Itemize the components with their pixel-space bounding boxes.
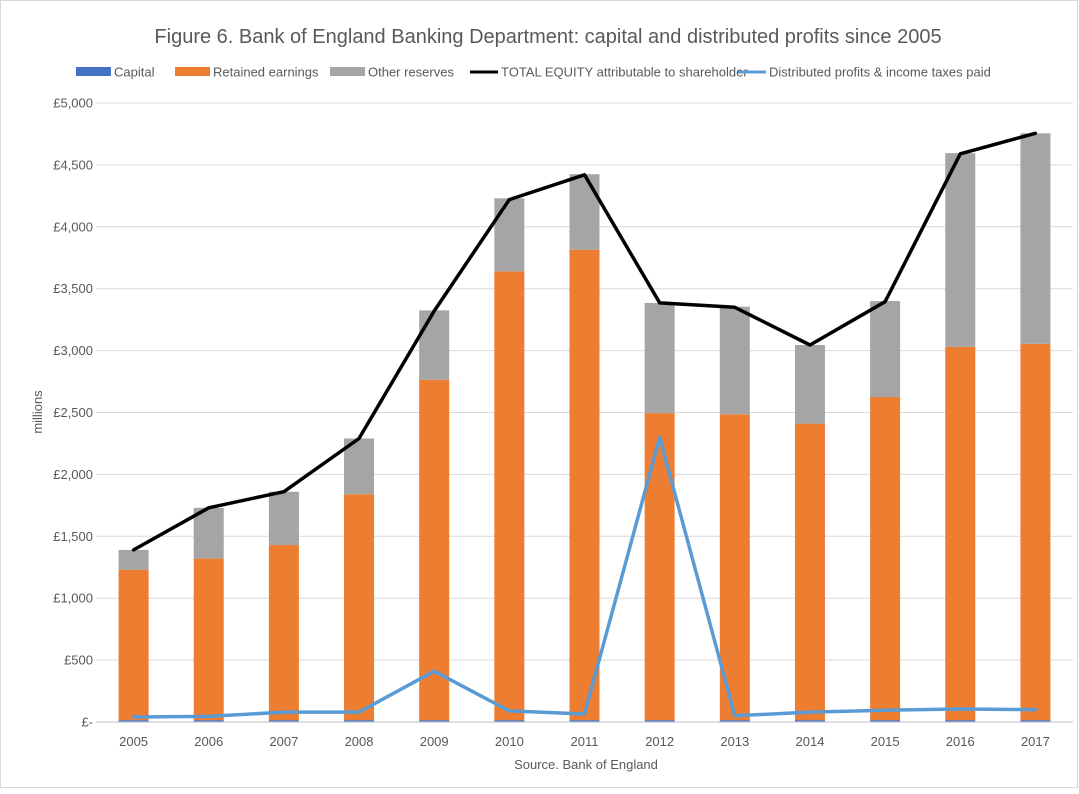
x-tick-label: 2009 xyxy=(420,734,449,749)
bar-capital xyxy=(870,720,901,722)
y-tick-label: £1,000 xyxy=(53,591,93,606)
bar-capital xyxy=(569,720,600,722)
lines xyxy=(131,131,1038,719)
chart-title: Figure 6. Bank of England Banking Depart… xyxy=(154,26,941,48)
bar-capital xyxy=(794,720,825,722)
bar-other-reserves xyxy=(794,345,825,424)
x-tick-label: 2017 xyxy=(1021,734,1050,749)
bar-capital xyxy=(118,720,149,722)
bar-other-reserves xyxy=(193,507,224,559)
bar-retained-earnings xyxy=(945,346,976,721)
bar-other-reserves xyxy=(945,153,976,347)
y-tick-label: £2,000 xyxy=(53,467,93,482)
bar-other-reserves xyxy=(419,310,450,380)
legend-label: Distributed profits & income taxes paid xyxy=(769,65,991,80)
legend: Capital Retained earnings Other reserves TO… xyxy=(76,65,991,80)
bar-retained-earnings xyxy=(118,569,149,721)
bar-retained-earnings xyxy=(569,249,600,721)
bar-other-reserves xyxy=(644,302,675,414)
legend-label: Capital xyxy=(114,65,155,80)
bar-retained-earnings xyxy=(719,414,750,721)
legend-label: TOTAL EQUITY attributable to shareholder xyxy=(501,65,748,80)
y-tick-label: £2,500 xyxy=(53,405,93,420)
x-tick-label: 2005 xyxy=(119,734,148,749)
legend-swatch xyxy=(175,67,210,76)
bar-other-reserves xyxy=(569,174,600,250)
bar-capital xyxy=(1020,720,1051,722)
bar-capital xyxy=(193,720,224,722)
bar-capital xyxy=(268,720,299,722)
legend-swatch xyxy=(76,67,111,76)
y-axis-label: millions xyxy=(30,390,45,434)
bar-retained-earnings xyxy=(193,558,224,721)
x-tick-label: 2006 xyxy=(194,734,223,749)
bar-capital xyxy=(719,720,750,722)
x-tick-label: 2014 xyxy=(796,734,825,749)
legend-swatch xyxy=(330,67,365,76)
x-tick-label: 2007 xyxy=(269,734,298,749)
bar-capital xyxy=(644,720,675,722)
bar-other-reserves xyxy=(719,306,750,415)
x-tick-label: 2011 xyxy=(571,734,599,749)
y-tick-label: £- xyxy=(81,715,93,730)
bar-other-reserves xyxy=(1020,133,1051,344)
y-tick-label: £3,000 xyxy=(53,343,93,358)
line-total-equity-attributable-to-shareholder xyxy=(131,131,1038,552)
bar-retained-earnings xyxy=(1020,343,1051,721)
bar-other-reserves xyxy=(494,198,525,272)
bar-other-reserves xyxy=(118,549,149,570)
x-tick-label: 2016 xyxy=(946,734,975,749)
bar-capital xyxy=(494,720,525,722)
y-tick-label: £4,500 xyxy=(53,157,93,172)
bar-retained-earnings xyxy=(268,544,299,721)
bar-capital xyxy=(419,720,450,722)
bar-capital xyxy=(945,720,976,722)
bar-other-reserves xyxy=(268,491,299,545)
bar-retained-earnings xyxy=(494,271,525,721)
x-tick-label: 2010 xyxy=(495,734,524,749)
bar-retained-earnings xyxy=(870,397,901,721)
bar-retained-earnings xyxy=(344,494,375,721)
legend-label: Retained earnings xyxy=(213,65,319,80)
x-tick-label: 2008 xyxy=(345,734,374,749)
x-tick-label: 2013 xyxy=(720,734,749,749)
y-tick-label: £1,500 xyxy=(53,529,93,544)
y-tick-labels: £- £500 £1,000 £1,500 £2,000 £2,500 £3,000 £3,5… xyxy=(53,96,93,730)
bar-other-reserves xyxy=(344,438,375,495)
bar-retained-earnings xyxy=(794,423,825,721)
bar-retained-earnings xyxy=(419,379,450,721)
x-axis-label: Source. Bank of England xyxy=(514,757,658,772)
y-tick-label: £3,500 xyxy=(53,281,93,296)
bar-retained-earnings xyxy=(644,413,675,721)
legend-label: Other reserves xyxy=(368,65,454,80)
bars xyxy=(118,133,1051,722)
bar-capital xyxy=(344,720,375,722)
x-tick-labels: 2005 2006 2007 2008 2009 2010 2011 2012 2013 2014… xyxy=(119,734,1050,749)
line-distributed-profits-income-taxes-paid xyxy=(131,435,1038,719)
y-tick-label: £500 xyxy=(64,653,93,668)
bar-other-reserves xyxy=(870,301,901,398)
y-tick-label: £4,000 xyxy=(53,219,93,234)
x-tick-label: 2012 xyxy=(645,734,674,749)
x-tick-label: 2015 xyxy=(871,734,900,749)
y-tick-label: £5,000 xyxy=(53,96,93,111)
